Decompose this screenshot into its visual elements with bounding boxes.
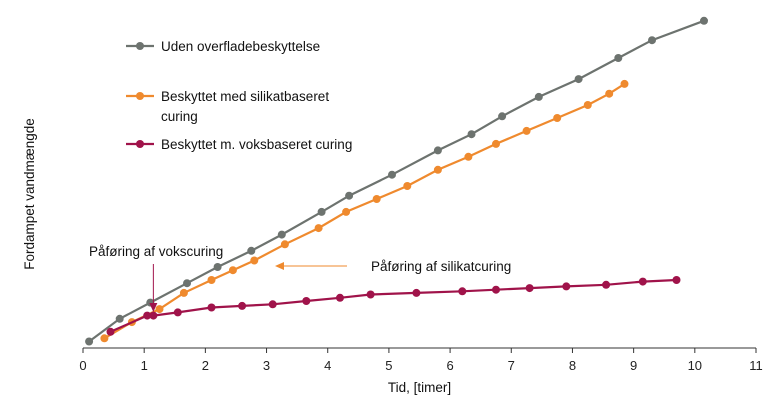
- legend-item: Uden overfladebeskyttelse: [126, 39, 320, 54]
- data-point: [492, 285, 500, 294]
- data-point: [574, 75, 583, 84]
- data-point: [614, 54, 623, 62]
- data-point: [433, 146, 442, 155]
- data-point: [620, 79, 629, 88]
- data-point: [648, 36, 656, 45]
- legend: Uden overfladebeskyttelse Beskyttet med s…: [126, 39, 352, 152]
- data-point: [534, 92, 543, 101]
- x-axis: 0 1 2 3 4 5 6 7 8 9 10 11: [79, 347, 763, 373]
- data-point: [525, 284, 534, 293]
- x-tick-label: 10: [688, 358, 702, 373]
- x-axis-title: Tid, [timer]: [388, 380, 451, 395]
- data-point: [342, 207, 351, 216]
- legend-swatch-marker: [136, 140, 144, 148]
- annotations: Påføring af vokscuring Påføring af silika…: [89, 244, 511, 312]
- series-line: [110, 278, 677, 333]
- data-point: [403, 182, 412, 190]
- x-tick-label: 4: [324, 358, 331, 373]
- data-point: [302, 297, 311, 305]
- x-tick-label: 3: [263, 358, 270, 373]
- data-point: [345, 191, 354, 200]
- data-point: [605, 89, 614, 98]
- data-point: [553, 114, 562, 122]
- data-point: [562, 282, 571, 291]
- data-point: [268, 300, 277, 309]
- data-point: [207, 303, 216, 312]
- data-point: [173, 308, 182, 317]
- x-tick-label: 8: [569, 358, 576, 373]
- data-point: [100, 334, 109, 343]
- data-point: [85, 337, 94, 346]
- legend-item: Beskyttet med silikatbaseret curing: [126, 89, 329, 124]
- data-point: [583, 101, 592, 109]
- annotation-arrow-head: [149, 303, 158, 312]
- data-point: [433, 165, 442, 174]
- series-1: [85, 16, 708, 346]
- data-point: [115, 314, 124, 323]
- legend-label: Beskyttet med silikatbaseret curing: [161, 89, 329, 124]
- series-2: [100, 79, 629, 343]
- data-point: [458, 287, 467, 296]
- data-point: [366, 290, 375, 299]
- data-point: [280, 240, 289, 249]
- x-tick-label: 6: [446, 358, 453, 373]
- data-point: [372, 195, 381, 203]
- data-point: [179, 288, 188, 297]
- x-tick-label: 7: [508, 358, 515, 373]
- data-point: [492, 139, 500, 148]
- annotation-arrow-head: [275, 262, 284, 270]
- data-point: [464, 152, 473, 161]
- legend-item: Beskyttet m. voksbaseret curing: [126, 137, 352, 152]
- data-point: [247, 246, 256, 255]
- data-point: [183, 279, 191, 288]
- plot-area: [85, 16, 708, 346]
- annotation-silikat: Påføring af silikatcuring: [275, 259, 511, 274]
- data-point: [672, 276, 681, 284]
- data-point: [213, 263, 222, 271]
- data-point: [317, 207, 326, 216]
- x-tick-label: 9: [630, 358, 637, 373]
- data-point: [250, 256, 259, 265]
- data-point: [638, 277, 647, 286]
- data-point: [277, 230, 286, 239]
- data-point: [336, 293, 344, 302]
- y-axis-title: Fordampet vandmængde: [22, 118, 37, 270]
- data-point: [143, 311, 152, 320]
- x-tick-label: 1: [141, 358, 148, 373]
- x-tick-label: 0: [79, 358, 86, 373]
- data-point: [700, 16, 708, 25]
- data-point: [388, 170, 396, 179]
- annotation-wax: Påføring af vokscuring: [89, 244, 223, 312]
- annotation-label: Påføring af silikatcuring: [371, 259, 511, 274]
- data-point: [522, 126, 531, 135]
- series-line: [103, 82, 626, 340]
- x-tick-label: 2: [202, 358, 209, 373]
- x-tick-label: 5: [385, 358, 392, 373]
- series-3: [106, 276, 681, 336]
- legend-swatch-marker: [136, 42, 144, 50]
- data-point: [228, 266, 237, 275]
- legend-label: Uden overfladebeskyttelse: [161, 39, 320, 54]
- data-point: [149, 311, 158, 320]
- data-point: [207, 276, 216, 284]
- series-line: [88, 19, 705, 343]
- data-point: [238, 301, 247, 310]
- data-point: [602, 280, 611, 289]
- data-point: [314, 224, 323, 233]
- data-point: [106, 327, 115, 336]
- data-point: [155, 305, 164, 314]
- data-point: [412, 288, 421, 297]
- data-point: [467, 130, 476, 139]
- legend-swatch-marker: [136, 92, 144, 100]
- x-tick-label: 11: [749, 358, 763, 373]
- data-point: [498, 112, 507, 121]
- legend-label: Beskyttet m. voksbaseret curing: [161, 137, 352, 152]
- annotation-label: Påføring af vokscuring: [89, 244, 223, 259]
